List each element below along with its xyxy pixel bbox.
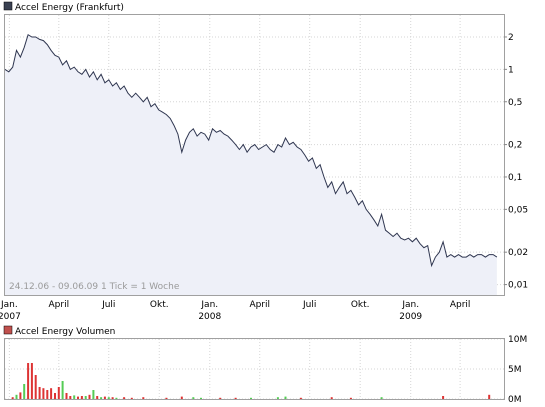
volume-bar <box>276 397 279 399</box>
volume-y-tick-label: 5M <box>508 365 522 375</box>
volume-bar <box>38 387 41 399</box>
volume-bar <box>73 395 76 399</box>
price-y-tick-label: 0,5 <box>508 98 522 108</box>
price-area-fill <box>5 34 497 295</box>
volume-bar <box>11 397 14 399</box>
volume-bar <box>46 390 49 399</box>
volume-bar <box>69 396 72 399</box>
volume-bar <box>34 375 37 399</box>
volume-bar <box>130 397 133 399</box>
volume-bar <box>30 363 33 399</box>
volume-legend-label: Accel Energy Volumen <box>15 327 115 337</box>
price-x-tick-label: Okt. <box>351 300 370 310</box>
volume-bar <box>96 396 99 399</box>
price-y-tick-label: 2 <box>508 33 514 43</box>
volume-bar <box>80 396 83 399</box>
price-x-tick-label: April <box>249 300 270 310</box>
price-series-line <box>4 33 498 268</box>
price-x-tick-label: April <box>450 300 471 310</box>
volume-bar <box>19 392 22 399</box>
price-plot-frame <box>4 14 505 296</box>
volume-bar <box>180 396 183 399</box>
price-x-tick-label: Okt. <box>150 300 169 310</box>
price-x-year-label: 2009 <box>399 312 422 322</box>
volume-y-axis: 10M 5M 0M <box>508 335 527 405</box>
volume-bar <box>61 381 64 399</box>
volume-bar <box>442 396 445 399</box>
volume-bar <box>123 397 126 399</box>
volume-bar <box>15 394 18 399</box>
volume-legend-swatch <box>3 325 13 335</box>
volume-bar <box>23 384 26 399</box>
volume-bar <box>57 387 60 399</box>
volume-bar <box>103 396 106 399</box>
volume-bar <box>142 397 145 399</box>
price-x-tick-label: Juli <box>302 300 316 310</box>
volume-bar <box>111 397 114 399</box>
price-x-axis: Jan. 2007 April Juli Okt. Jan. 2008 April Juli Ok… <box>0 300 470 322</box>
price-x-year-label: 2008 <box>198 312 221 322</box>
volume-bar <box>84 396 87 399</box>
volume-bars <box>11 363 491 399</box>
volume-bar <box>27 363 30 399</box>
price-x-tick-label: Jan. <box>401 300 419 310</box>
volume-bar <box>488 394 491 399</box>
volume-bar <box>100 397 103 399</box>
price-x-year-label: 2007 <box>0 312 21 322</box>
volume-bar <box>77 396 79 399</box>
volume-bar <box>330 397 333 399</box>
volume-bar <box>380 397 383 399</box>
volume-bar <box>50 388 53 399</box>
volume-bar <box>165 397 168 399</box>
price-y-tick-label: 0,2 <box>508 141 522 151</box>
price-y-tick-label: 0,1 <box>508 173 522 183</box>
price-legend-swatch <box>3 1 13 11</box>
volume-gridlines <box>5 338 504 400</box>
volume-bar <box>65 393 68 399</box>
price-x-tick-label: Juli <box>101 300 115 310</box>
price-y-tick-label: 1 <box>508 65 514 75</box>
volume-bar <box>284 396 287 399</box>
volume-bar <box>107 397 110 399</box>
volume-y-tick-label: 10M <box>508 335 527 345</box>
volume-bar <box>54 393 56 399</box>
price-y-tick-label: 0,01 <box>508 281 528 291</box>
volume-bar <box>299 397 302 399</box>
price-x-tick-label: Jan. <box>200 300 218 310</box>
volume-bar <box>42 388 45 399</box>
volume-bar <box>88 394 91 399</box>
volume-bar <box>92 390 95 399</box>
price-x-tick-label: April <box>49 300 70 310</box>
volume-bar <box>115 397 118 399</box>
price-y-axis: 2 1 0,5 0,2 0,1 0,05 0,02 0,01 <box>504 33 528 291</box>
volume-y-tick-label: 0M <box>508 395 522 405</box>
date-range-note: 24.12.06 - 09.06.09 1 Tick = 1 Woche <box>9 282 180 292</box>
volume-bar <box>200 397 202 399</box>
price-legend-label: Accel Energy (Frankfurt) <box>15 3 124 13</box>
volume-bar <box>234 397 237 399</box>
price-y-tick-label: 0,05 <box>508 205 528 215</box>
price-y-tick-label: 0,02 <box>508 248 528 258</box>
volume-plot-frame <box>4 338 505 400</box>
volume-bar <box>219 397 222 399</box>
price-x-tick-label: Jan. <box>0 300 18 310</box>
volume-bar <box>192 397 195 399</box>
volume-bar <box>250 397 252 399</box>
volume-bar <box>349 397 352 399</box>
